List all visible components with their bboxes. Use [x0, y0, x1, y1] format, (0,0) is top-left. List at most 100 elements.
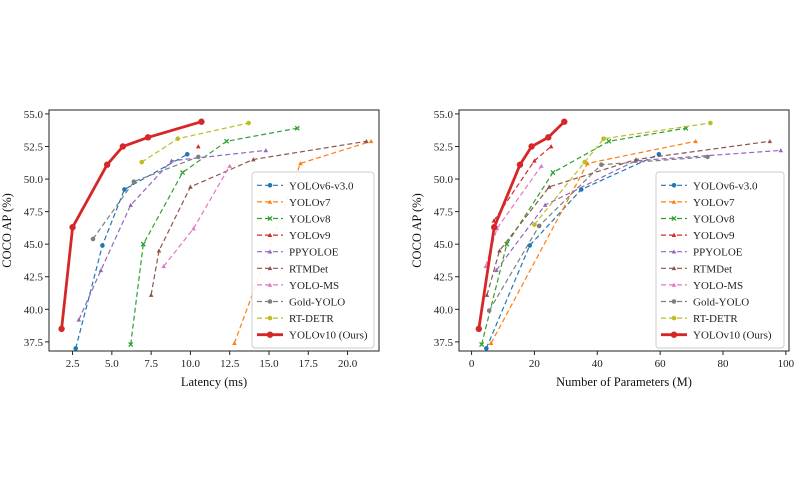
data-point-rtmdet	[156, 248, 162, 253]
data-point-yolov10-ours	[561, 118, 568, 125]
legend: YOLOv6-v3.0 YOLOv7 YOLOv8 YOLOv9 PPYOLOE RTMD…	[655, 171, 785, 349]
data-point-gold-yolo	[486, 308, 492, 313]
legend-label-yolov10-ours: YOLOv10 (Ours)	[693, 330, 772, 342]
data-point-yolov7	[693, 138, 698, 144]
legend-marker-ppyoloe	[267, 249, 273, 254]
legend-marker-yolov8	[671, 215, 677, 222]
data-point-yolov6-v3-0	[100, 243, 105, 248]
legend-box	[655, 171, 785, 349]
legend-label-yolov10-ours: YOLOv10 (Ours)	[289, 330, 368, 342]
legend-marker-yolo-ms	[671, 282, 677, 287]
data-point-yolov6-v3-0	[73, 346, 79, 351]
data-point-yolov10-ours	[144, 134, 152, 141]
legend-marker-gold-yolo	[267, 299, 273, 304]
x-tick-label: 60	[655, 358, 667, 370]
data-point-rt-detr	[175, 136, 181, 141]
data-point-gold-yolo	[195, 154, 201, 160]
legend-marker-yolov8	[267, 215, 273, 222]
series-line-yolov6-v3-0	[75, 153, 188, 349]
y-axis-label: COCO AP (%)	[410, 193, 424, 268]
data-point-yolov6-v3-0	[656, 151, 662, 157]
x-tick-label: 20.0	[338, 358, 358, 370]
y-tick-label: 55.0	[24, 109, 44, 121]
series-line-yolov8	[130, 127, 298, 345]
data-point-yolov10-ours	[119, 143, 127, 150]
data-point-yolov8	[224, 138, 230, 144]
data-point-yolov10-ours	[545, 134, 552, 141]
series-line-gold-yolo	[92, 156, 199, 240]
data-point-yolov7	[368, 138, 374, 144]
series-line-yolo-ms	[163, 165, 231, 267]
data-point-rtmdet	[546, 184, 552, 189]
series-line-yolo-ms	[485, 165, 542, 267]
data-point-gold-yolo	[599, 162, 604, 168]
data-point-gold-yolo	[536, 223, 542, 229]
data-point-rtmdet	[633, 157, 639, 162]
data-point-yolo-ms	[539, 163, 544, 168]
legend-marker-yolov10-ours	[266, 331, 274, 338]
series-line-rt-detr	[141, 122, 249, 163]
data-point-yolov8	[504, 241, 510, 247]
data-point-yolov10-ours	[491, 224, 498, 231]
data-point-rtmdet	[484, 292, 490, 297]
data-point-yolov6-v3-0	[122, 187, 127, 192]
series-line-gold-yolo	[488, 156, 708, 311]
x-axis-label: Latency (ms)	[181, 375, 247, 389]
x-tick-label: 15.0	[259, 358, 279, 370]
series-line-yolov7	[233, 140, 372, 344]
data-point-yolov10-ours	[528, 143, 535, 150]
legend-marker-yolov9	[671, 232, 677, 237]
data-point-yolov6-v3-0	[184, 151, 190, 157]
series-line-ppyoloe	[78, 149, 266, 320]
data-point-yolov9	[195, 144, 201, 149]
data-point-yolov8	[128, 341, 134, 348]
data-point-yolov8	[550, 170, 556, 176]
legend-marker-yolov9	[267, 232, 273, 237]
plot-frame	[48, 109, 380, 352]
data-point-yolov7	[488, 340, 494, 346]
y-tick-label: 52.5	[434, 141, 454, 153]
legend-label-gold-yolo: Gold-YOLO	[289, 297, 345, 309]
legend-label-yolo-ms: YOLO-MS	[289, 280, 339, 292]
series-line-ppyoloe	[495, 149, 781, 271]
data-point-yolov7	[298, 161, 303, 166]
data-point-rtmdet	[188, 184, 193, 189]
legend-label-ppyoloe: PPYOLOE	[693, 247, 743, 259]
data-point-ppyoloe	[76, 317, 82, 322]
y-tick-label: 45.0	[434, 239, 454, 251]
data-point-yolov8	[180, 170, 186, 176]
legend-label-rtmdet: RTMDet	[693, 263, 732, 275]
data-point-rt-detr	[601, 136, 606, 141]
legend-marker-yolov6-v3-0	[671, 183, 677, 188]
data-point-yolov10-ours	[69, 224, 76, 231]
data-point-yolov9	[548, 144, 554, 149]
data-point-yolov10-ours	[516, 161, 524, 168]
data-point-yolov9	[532, 158, 537, 163]
series-line-rt-detr	[533, 122, 711, 225]
legend-label-rtmdet: RTMDet	[289, 263, 328, 275]
series-line-yolov10-ours	[477, 120, 566, 330]
y-tick-label: 42.5	[24, 272, 44, 284]
y-tick-label: 37.5	[24, 337, 44, 349]
x-tick-label: 80	[718, 358, 730, 370]
legend-label-rt-detr: RT-DETR	[289, 313, 334, 325]
legend-marker-yolov6-v3-0	[267, 183, 273, 188]
legend-label-yolov9: YOLOv9	[289, 230, 331, 242]
data-point-yolov8	[606, 138, 612, 144]
data-point-rt-detr	[532, 222, 537, 227]
y-tick-label: 50.0	[434, 174, 454, 186]
data-point-ppyoloe	[778, 148, 784, 153]
legend-label-gold-yolo: Gold-YOLO	[693, 297, 749, 309]
legend-label-ppyoloe: PPYOLOE	[289, 247, 339, 259]
data-point-yolov10-ours	[103, 161, 111, 168]
legend-box	[251, 171, 375, 349]
y-tick-label: 40.0	[434, 304, 454, 316]
legend-label-yolov9: YOLOv9	[693, 230, 735, 242]
data-point-rtmdet	[767, 138, 773, 144]
plot-frame	[458, 109, 790, 352]
data-point-yolov7	[232, 340, 237, 346]
y-tick-label: 42.5	[434, 272, 454, 284]
data-point-yolov10-ours	[475, 325, 482, 333]
y-tick-label: 37.5	[434, 337, 454, 349]
